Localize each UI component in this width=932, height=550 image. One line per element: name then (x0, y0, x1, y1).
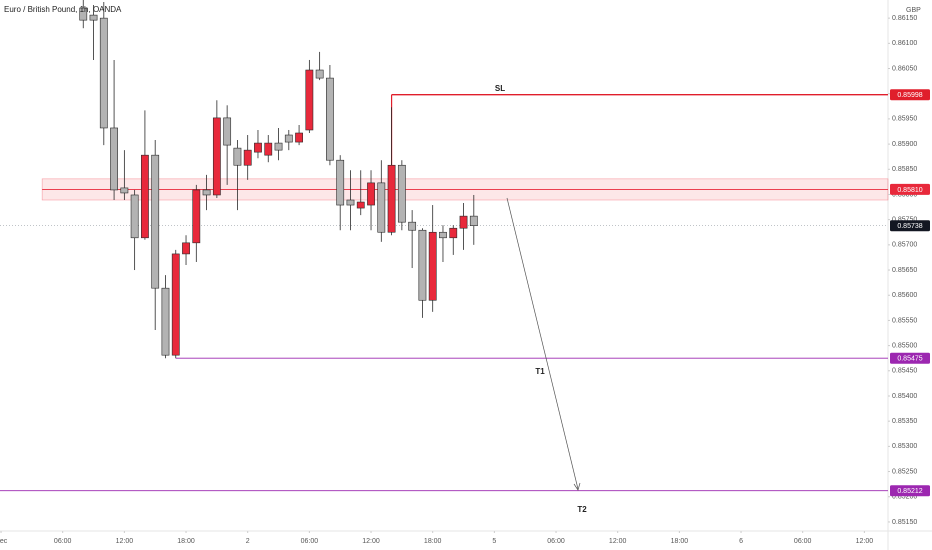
annotation: SL (495, 84, 505, 93)
candle-body (89, 14, 98, 21)
price-label: 0.85475 (897, 356, 922, 363)
x-tick-label: 06:00 (54, 538, 72, 545)
y-tick-label: 0.85750 (892, 217, 917, 224)
candle-body (192, 189, 201, 244)
price-label: 0.85212 (897, 488, 922, 495)
candle-body (233, 147, 242, 166)
currency-label: GBP (906, 7, 921, 14)
candle-body (264, 142, 273, 156)
y-tick-label: 0.85900 (892, 141, 917, 148)
price-label-bg (890, 352, 930, 364)
y-tick-label: 0.86150 (892, 15, 917, 22)
plot-area (0, 0, 889, 492)
y-tick-label: 0.85200 (892, 494, 917, 501)
x-tick-label: 18:00 (424, 538, 442, 545)
x-tick-label: 6 (739, 538, 743, 545)
chart-title: Euro / British Pound, 1h, OANDA (4, 5, 122, 14)
candle-body (99, 17, 108, 129)
candle-body (377, 182, 386, 233)
x-tick-label: 12:00 (856, 538, 874, 545)
y-tick-label: 0.85250 (892, 468, 917, 475)
x-tick-label: 12:00 (609, 538, 627, 545)
projection-arrow (506, 197, 579, 490)
y-tick-label: 0.85550 (892, 317, 917, 324)
candle-body (459, 215, 468, 229)
candle-body (356, 201, 365, 209)
price-label: 0.85738 (897, 223, 922, 230)
candle-body (305, 69, 314, 131)
y-tick-label: 0.85450 (892, 368, 917, 375)
candle-body (284, 134, 293, 143)
arrow-head (573, 482, 581, 491)
x-tick-label: 2 (246, 538, 250, 545)
candle-body (79, 7, 88, 21)
candle-body (408, 221, 417, 231)
candle-body (315, 69, 324, 79)
price-label-bg (890, 89, 930, 101)
candle-body (346, 199, 355, 206)
y-tick-label: 0.85500 (892, 342, 917, 349)
candle-body (182, 242, 190, 255)
candle-body (141, 154, 149, 239)
candle-body (161, 287, 170, 356)
candle-body (274, 142, 283, 151)
y-tick-label: 0.85700 (892, 242, 917, 249)
candle-body (130, 194, 139, 239)
x-tick-label: 06:00 (301, 538, 319, 545)
x-tick-label: 06:00 (547, 538, 565, 545)
candle-body (449, 227, 458, 239)
y-tick-label: 0.86100 (892, 40, 917, 47)
annotation: T1 (535, 367, 545, 376)
y-tick-label: 0.85950 (892, 116, 917, 123)
candle-body (397, 164, 406, 223)
candle-body (428, 231, 437, 301)
x-tick-label: Dec (0, 538, 8, 545)
candle-body (120, 187, 129, 194)
annotation: T2 (577, 505, 587, 514)
price-label: 0.85998 (897, 92, 922, 99)
x-tick-label: 18:00 (177, 538, 195, 545)
x-tick-label: 5 (492, 538, 496, 545)
x-tick-label: 12:00 (362, 538, 380, 545)
candle-body (212, 117, 221, 196)
y-tick-label: 0.85600 (892, 292, 917, 299)
candle-body (151, 154, 160, 289)
candle-body (295, 132, 303, 143)
candle-body (223, 117, 232, 146)
candle-body (202, 189, 211, 196)
candle-body (171, 253, 180, 356)
y-tick-label: 0.85400 (892, 393, 917, 400)
y-tick-label: 0.85850 (892, 166, 917, 173)
candle-body (367, 182, 375, 206)
candle-body (387, 164, 396, 233)
y-tick-label: 0.85150 (892, 519, 917, 526)
candle-body (418, 229, 427, 301)
candle-body (326, 77, 334, 161)
x-tick-label: 12:00 (116, 538, 134, 545)
y-tick-label: 0.85300 (892, 443, 917, 450)
y-tick-label: 0.86050 (892, 65, 917, 72)
y-tick-label: 0.85350 (892, 418, 917, 425)
candle-body (439, 231, 447, 239)
candle-body (469, 215, 478, 227)
x-tick-label: 18:00 (671, 538, 689, 545)
x-tick-label: 06:00 (794, 538, 812, 545)
candle-body (336, 159, 345, 206)
candle-body (254, 142, 262, 153)
price-label-bg (890, 485, 930, 497)
y-tick-label: 0.85650 (892, 267, 917, 274)
price-label-bg (890, 183, 930, 195)
candle-body (243, 149, 252, 166)
price-label-bg (890, 220, 930, 232)
price-label: 0.85810 (897, 187, 922, 194)
candle-body (110, 127, 118, 191)
